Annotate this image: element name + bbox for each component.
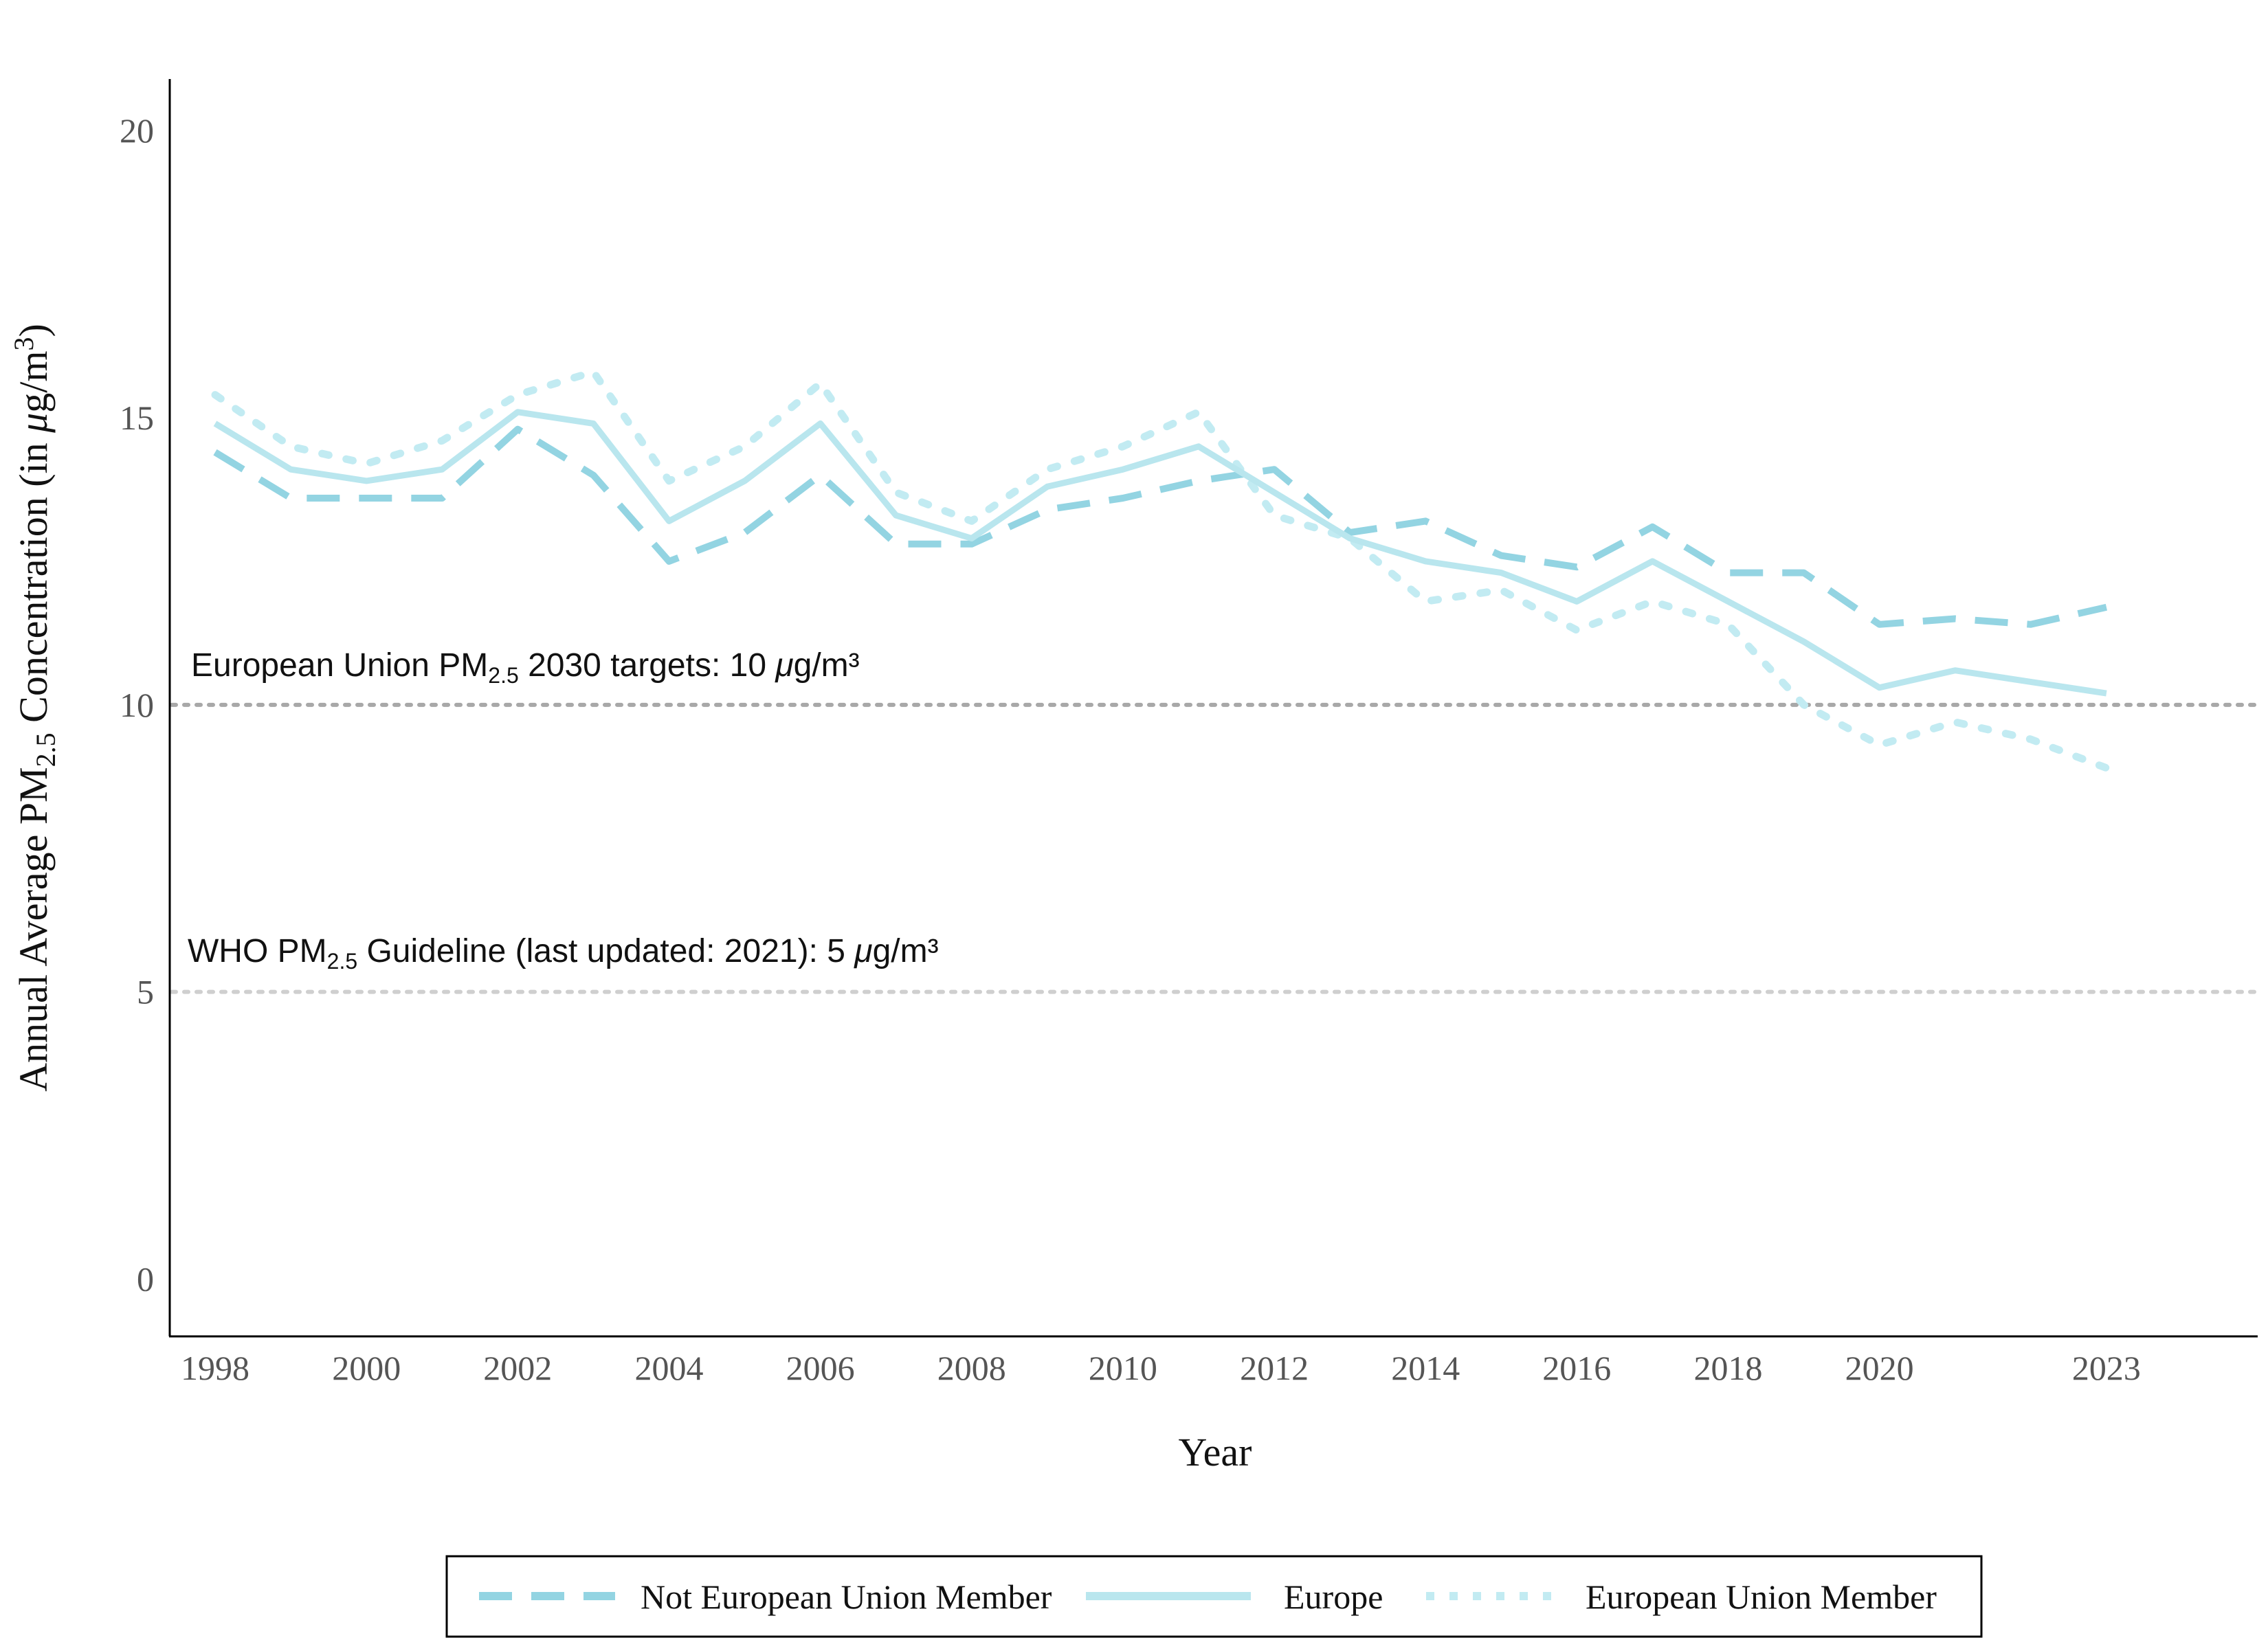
y-tick-labels: 0 5 10 15 20 xyxy=(120,111,154,1298)
series-layer xyxy=(211,368,2111,772)
legend-label-eu-member: European Union Member xyxy=(1586,1578,1937,1616)
y-tick-label: 15 xyxy=(120,399,154,437)
x-tick-label: 1998 xyxy=(181,1349,249,1387)
y-axis-title: Annual Average PM2.5 Concentration (in μ… xyxy=(8,324,61,1092)
x-tick-label: 2023 xyxy=(2072,1349,2141,1387)
y-tick-label: 20 xyxy=(120,111,154,150)
x-tick-label: 2010 xyxy=(1089,1349,1157,1387)
legend-label-europe: Europe xyxy=(1284,1578,1383,1616)
legend-label-not-eu-member: Not European Union Member xyxy=(641,1578,1052,1616)
reference-lines-layer xyxy=(170,702,2260,994)
series-line-european-union-member xyxy=(211,368,2111,772)
x-tick-label: 2016 xyxy=(1542,1349,1611,1387)
x-axis-title: Year xyxy=(1179,1430,1252,1474)
legend: Not European Union Member Europe Europea… xyxy=(445,1555,1983,1638)
x-tick-label: 2004 xyxy=(635,1349,704,1387)
axes-layer xyxy=(168,79,2258,1338)
x-tick-label: 2000 xyxy=(332,1349,401,1387)
who-guideline-label: WHO PM2.5 Guideline (last updated: 2021)… xyxy=(188,933,939,974)
x-tick-label: 2014 xyxy=(1391,1349,1460,1387)
x-tick-label: 2012 xyxy=(1240,1349,1309,1387)
y-tick-label: 0 xyxy=(137,1259,154,1298)
x-tick-labels: 1998 2000 2002 2004 2006 2008 2010 2012 2014 2016… xyxy=(181,1349,2141,1387)
eu-target-label: European Union PM2.5 2030 targets: 10 μg… xyxy=(191,647,860,688)
reference-labels: European Union PM2.5 2030 targets: 10 μg… xyxy=(188,647,939,974)
series-line-not-european-union-member xyxy=(213,425,2108,628)
x-tick-label: 2020 xyxy=(1845,1349,1914,1387)
x-tick-label: 2008 xyxy=(937,1349,1006,1387)
y-tick-label: 10 xyxy=(120,686,154,724)
series-line-europe xyxy=(213,409,2107,697)
x-tick-label: 2002 xyxy=(483,1349,552,1387)
x-tick-label: 2018 xyxy=(1694,1349,1763,1387)
y-tick-label: 5 xyxy=(137,973,154,1011)
x-tick-label: 2006 xyxy=(786,1349,855,1387)
